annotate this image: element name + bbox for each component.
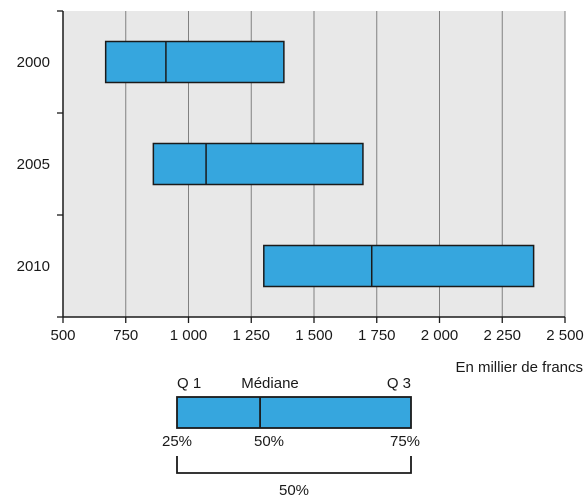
x-tick-label: 1 250	[232, 327, 270, 344]
y-axis-ticks	[57, 10, 63, 318]
boxes	[104, 40, 535, 288]
box-2005	[152, 142, 364, 186]
x-tick-label: 1 000	[170, 327, 208, 344]
x-tick-label: 500	[50, 327, 75, 344]
y-axis-labels: 2000 2005 2010	[17, 54, 50, 275]
x-tick-label: 750	[113, 327, 138, 344]
legend-box	[176, 396, 412, 429]
x-axis-ticks	[62, 317, 566, 323]
x-tick-label: 2 000	[421, 327, 459, 344]
box-2010	[263, 244, 535, 288]
legend-median-label: Médiane	[241, 375, 299, 392]
y-tick-label: 2005	[17, 156, 50, 173]
x-tick-label: 1 750	[358, 327, 396, 344]
x-axis-unit-label: En millier de francs	[455, 359, 583, 376]
legend-q3-label: Q 3	[387, 375, 411, 392]
x-axis-labels: 500 750 1 000 1 250 1 500 1 750 2 000 2 250 2 50…	[50, 327, 583, 344]
y-tick-label: 2000	[17, 54, 50, 71]
box-rect	[104, 40, 285, 84]
box-legend: Q 1 Médiane Q 3 25% 50% 75% 50%	[162, 375, 420, 499]
x-tick-label: 1 500	[295, 327, 333, 344]
legend-q3-percent: 75%	[390, 433, 420, 450]
y-tick-label: 2010	[17, 258, 50, 275]
legend-median-percent: 50%	[254, 433, 284, 450]
legend-q1-percent: 25%	[162, 433, 192, 450]
box-rect	[263, 244, 535, 288]
legend-interquartile-percent: 50%	[279, 482, 309, 499]
x-tick-label: 2 500	[546, 327, 584, 344]
box-2000	[104, 40, 285, 84]
box-rect	[152, 142, 364, 186]
legend-q1-label: Q 1	[177, 375, 201, 392]
x-tick-label: 2 250	[483, 327, 521, 344]
legend-interquartile-bracket	[176, 456, 412, 474]
